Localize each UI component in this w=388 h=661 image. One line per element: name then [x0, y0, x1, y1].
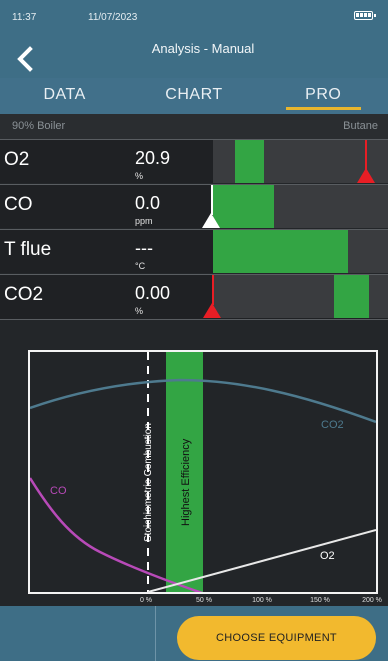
fuel-label: Butane — [343, 120, 378, 132]
x-tick-label: 0 % — [140, 597, 152, 604]
target-range — [235, 140, 264, 183]
reading-unit: ppm — [135, 216, 153, 226]
status-time: 11:37 — [12, 12, 37, 23]
appliance-label: 90% Boiler — [12, 120, 66, 132]
co2-curve-label: CO2 — [321, 419, 344, 431]
status-date: 11/07/2023 — [88, 12, 138, 23]
marker-line — [212, 275, 214, 305]
reading-value: 0.00 — [135, 283, 171, 303]
marker-line — [211, 185, 213, 215]
x-tick-label: 150 % — [310, 597, 330, 604]
combustion-chart-svg: CO2 CO O2 Stoichiometric Combustion High… — [30, 352, 376, 592]
reading-unit: °C — [135, 261, 146, 271]
tab-pro[interactable]: PRO — [259, 78, 388, 114]
tab-chart[interactable]: CHART — [165, 86, 223, 103]
x-tick-label: 50 % — [196, 597, 212, 604]
target-range — [213, 185, 274, 228]
co-curve-label: CO — [50, 485, 67, 497]
reading-row-co: CO 0.0 ppm — [0, 184, 388, 228]
reading-bar — [213, 230, 388, 273]
o2-line — [147, 529, 376, 592]
reading-row-tflue: T flue --- °C — [0, 229, 388, 273]
co2-curve — [30, 378, 376, 424]
reading-row-co2: CO2 0.00 % — [0, 274, 388, 320]
chevron-left-icon — [17, 46, 33, 72]
x-tick-label: 200 % — [362, 597, 382, 604]
marker-triangle-icon — [203, 303, 221, 318]
efficiency-label: Highest Efficiency — [180, 438, 192, 526]
choose-equipment-button[interactable]: CHOOSE EQUIPMENT — [177, 616, 376, 660]
tab-bar: DATA CHART PRO — [0, 78, 388, 114]
marker-line — [365, 140, 367, 170]
reading-label: CO2 — [4, 284, 44, 305]
x-tick-label: 100 % — [252, 597, 272, 604]
reading-label: CO — [4, 194, 33, 215]
reading-bar — [202, 185, 388, 228]
co-curve — [30, 477, 204, 592]
page-title: Analysis - Manual — [151, 41, 255, 56]
reading-bar — [213, 140, 388, 183]
combustion-chart-area: CO2 CO O2 Stoichiometric Combustion High… — [0, 322, 388, 606]
stoich-label: Stoichiometric Combustion — [143, 423, 154, 542]
footer-divider — [155, 606, 156, 661]
reading-value: --- — [135, 238, 153, 258]
reading-unit: % — [135, 306, 144, 316]
target-range — [213, 230, 348, 273]
battery-icon — [354, 11, 376, 20]
reading-bar — [203, 275, 388, 318]
target-range — [334, 275, 369, 318]
o2-line-label: O2 — [320, 550, 335, 562]
footer-bar: CHOOSE EQUIPMENT — [0, 606, 388, 661]
tab-data[interactable]: DATA — [43, 86, 86, 103]
efficiency-band — [166, 352, 203, 592]
reading-label: T flue — [4, 239, 52, 260]
reading-label: O2 — [4, 149, 30, 170]
marker-triangle-icon — [202, 213, 220, 228]
reading-row-o2: O2 20.9 % — [0, 139, 388, 183]
reading-value: 20.9 — [135, 148, 171, 168]
reading-unit: % — [135, 171, 144, 181]
back-button[interactable] — [14, 46, 36, 72]
info-strip: 90% Boiler Butane — [0, 114, 388, 140]
reading-value: 0.0 — [135, 193, 161, 213]
marker-triangle-icon — [357, 168, 375, 183]
combustion-chart: CO2 CO O2 Stoichiometric Combustion High… — [28, 350, 378, 594]
header: 11:37 11/07/2023 Analysis - Manual — [0, 0, 388, 78]
